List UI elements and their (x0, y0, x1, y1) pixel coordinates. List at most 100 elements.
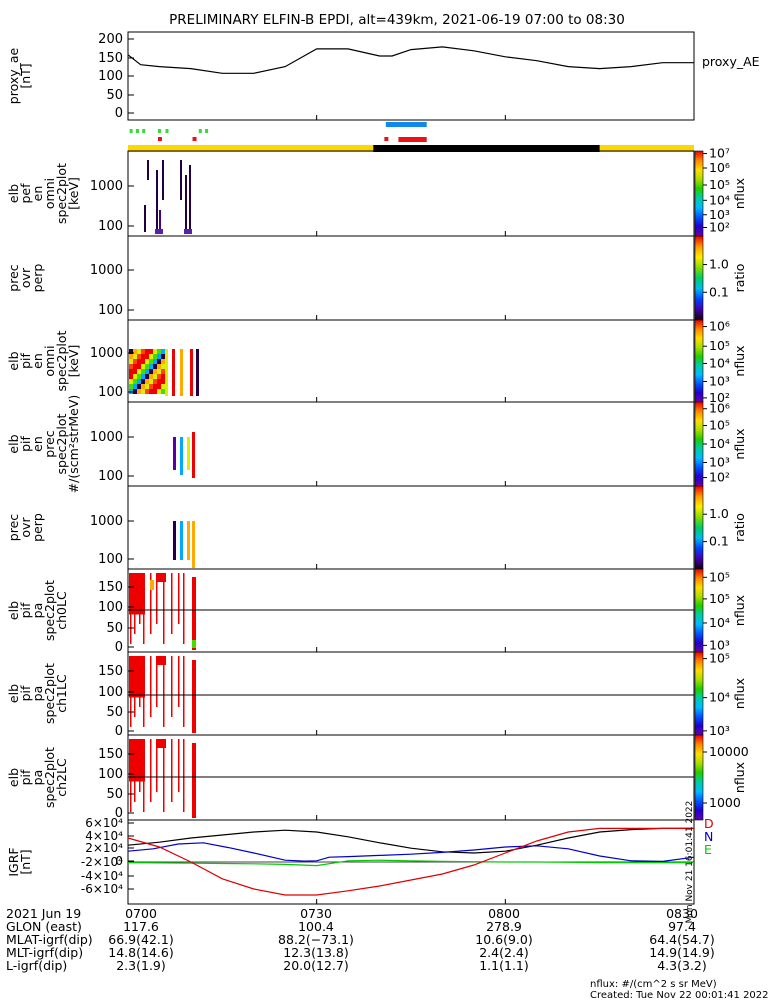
eclipse-bar-segment (373, 145, 600, 152)
y-axis-label-line: pa (30, 770, 45, 786)
data-flag-mark (192, 137, 197, 141)
colorbar-tick-label: 10³ (709, 454, 730, 469)
y-tick-label: 100 (98, 600, 123, 615)
colorbar-unit-label: nflux (732, 345, 747, 376)
spectrogram-cell (141, 389, 145, 394)
y-axis-label-line: spec2plot (42, 663, 57, 724)
spectrogram-streak (144, 205, 146, 232)
spectrogram-streak (162, 160, 164, 200)
spectrogram-cell (149, 369, 153, 374)
spectrogram-streak (180, 521, 183, 560)
science-zone-mark (157, 129, 161, 133)
colorbar-unit-label: nflux (732, 678, 747, 709)
spectrogram-cell (149, 359, 153, 364)
colorbar-tick-label: 10⁴ (709, 436, 730, 451)
y-tick-label: -2×10⁴ (81, 855, 123, 869)
science-zone-mark (142, 129, 146, 133)
spectrogram-streak (143, 573, 145, 644)
footer-value: 0730 (300, 906, 332, 921)
spectrogram-cell (145, 349, 149, 354)
y-axis-label-line: spec2plot (42, 747, 57, 808)
colorbar-tick-label: 10⁵ (709, 177, 730, 192)
orbit-bar-segment (128, 145, 374, 152)
science-zone-mark (129, 129, 133, 133)
panel-frame-p3 (127, 319, 695, 403)
spectrogram-streak (183, 739, 185, 812)
igrf-legend-N: N (704, 829, 713, 844)
panel-frame-p7 (127, 651, 695, 736)
footer-value: 20.0(12.7) (283, 958, 348, 973)
spectrogram-cell (149, 354, 153, 359)
spectrogram-cell (153, 349, 157, 354)
spectrogram-cell (157, 384, 161, 389)
spectrogram-cell (161, 354, 165, 359)
y-tick-label: 0 (115, 106, 123, 121)
spectrogram-cell (192, 640, 196, 648)
plot-title: PRELIMINARY ELFIN-B EPDI, alt=439km, 202… (169, 12, 625, 28)
colorbar-unit-label: ratio (732, 513, 747, 542)
y-axis-label-line: spec2plot (54, 413, 69, 474)
spectrogram-streak (180, 437, 183, 475)
y-tick-label: 0 (115, 724, 123, 739)
y-axis-label-line: [nT] (18, 63, 33, 88)
y-tick-label: 0 (115, 806, 123, 821)
footer-value: 66.9(42.1) (108, 932, 173, 947)
spectrogram-cell (129, 364, 133, 369)
spectrogram-cell (149, 389, 153, 394)
y-axis-label-line: elb (6, 351, 21, 370)
colorbar-tick-label: 10⁴ (709, 192, 730, 207)
panel-frame-p2 (127, 235, 695, 321)
spectrogram-cell (161, 384, 165, 389)
y-tick-label: 100 (98, 552, 123, 567)
colorbar-tick-label: 10⁴ (709, 690, 730, 705)
y-axis-label-line: omni (42, 178, 57, 209)
y-axis-label-line: spec2plot (42, 580, 57, 641)
spectrogram-cell (161, 349, 165, 354)
igrf-d-line (127, 827, 694, 896)
y-tick-label: 0 (115, 854, 123, 868)
spectrogram-streak (192, 743, 196, 818)
igrf-e-line (127, 859, 694, 867)
y-tick-label: -4×10⁴ (81, 869, 123, 883)
spectrogram-streak (172, 349, 175, 396)
spectrogram-streak (163, 573, 165, 644)
spectrogram-layer (128, 122, 694, 818)
data-flag-mark (157, 137, 162, 141)
spectrogram-cell (129, 349, 133, 354)
spectrogram-cell (149, 379, 153, 384)
y-tick-label: 150 (98, 51, 123, 66)
spectrogram-cell (133, 369, 137, 374)
spectrogram-streak (190, 349, 193, 396)
y-tick-label: 1000 (90, 514, 123, 529)
spectrogram-streak (159, 210, 161, 230)
y-axis-label-line: pif (18, 602, 33, 618)
colorbar (694, 485, 704, 570)
y-axis-label-line: ch2LC (54, 758, 69, 797)
y-tick-label: 50 (106, 621, 123, 636)
spectrogram-cell (153, 389, 157, 394)
y-axis-label-line: elb (6, 684, 21, 703)
y-tick-label: 100 (98, 69, 123, 84)
footer-value: 0700 (125, 906, 157, 921)
spectrogram-cell (153, 354, 157, 359)
spectrogram-streak (185, 175, 187, 230)
science-zone-mark (165, 129, 169, 133)
footer-row-label: GLON (east) (6, 919, 82, 934)
spectrogram-cell (137, 359, 141, 364)
footer-value: 0830 (666, 906, 698, 921)
spectrogram-cell (137, 354, 141, 359)
data-flag-mark (384, 137, 389, 141)
spectrogram-block (156, 739, 166, 748)
colorbar-tick-label: 10⁵ (709, 338, 730, 353)
spectrogram-cell (153, 359, 157, 364)
footer-row-label: 2021 Jun 19 (6, 906, 81, 921)
spectrogram-cell (133, 379, 137, 384)
y-tick-label: 1000 (90, 430, 123, 445)
footer-row-label: L-igrf(dip) (6, 958, 67, 973)
y-axis-label-line: perp (30, 264, 45, 293)
colorbar-tick-label: 10⁶ (709, 160, 730, 175)
spectrogram-cell (149, 374, 153, 379)
y-axis-label-line: pa (30, 686, 45, 702)
y-axis-label-line: omni (42, 345, 57, 376)
y-tick-label: 200 (98, 32, 123, 47)
